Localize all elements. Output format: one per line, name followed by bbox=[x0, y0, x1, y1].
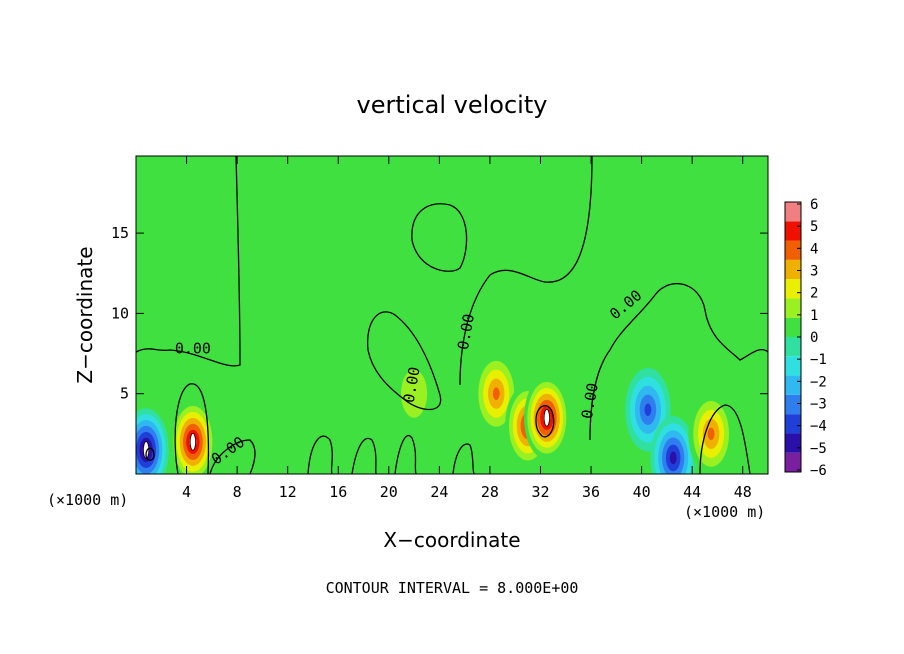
x-tick-label: 48 bbox=[734, 483, 752, 501]
x-tick-label: 44 bbox=[683, 483, 701, 501]
contour-line bbox=[351, 437, 377, 474]
field-feature bbox=[688, 392, 734, 474]
colorbar-segment bbox=[785, 240, 801, 260]
x-tick-label: 36 bbox=[582, 483, 600, 501]
colorbar-segment bbox=[785, 279, 801, 299]
field-level bbox=[410, 387, 418, 400]
colorbar-tick-label: 0 bbox=[810, 330, 818, 346]
colorbar-tick-label: −2 bbox=[810, 374, 827, 390]
colorbar-tick-label: −3 bbox=[810, 397, 827, 413]
x-axis-unit-left: (×1000 m) bbox=[47, 491, 128, 509]
x-tick-label: 40 bbox=[633, 483, 651, 501]
colorbar-tick-label: −6 bbox=[810, 463, 827, 479]
contour-line bbox=[459, 156, 593, 386]
colorbar-tick-label: 6 bbox=[810, 197, 818, 213]
contour-label: 0.00 bbox=[578, 382, 602, 421]
y-tick-label: 5 bbox=[120, 385, 129, 403]
contour-line bbox=[452, 443, 475, 474]
contour-line bbox=[699, 404, 751, 474]
colorbar-segment bbox=[785, 452, 801, 472]
contour-interval-footer: CONTOUR INTERVAL = 8.000E+00 bbox=[326, 579, 579, 597]
field-feature bbox=[650, 416, 696, 474]
x-tick-label: 8 bbox=[233, 483, 242, 501]
colorbar-tick-label: 5 bbox=[810, 219, 818, 235]
field-level bbox=[492, 387, 500, 400]
field-level bbox=[644, 403, 652, 417]
contour-label: 0.00 bbox=[175, 340, 211, 358]
x-axis-label: X−coordinate bbox=[383, 528, 520, 552]
chart-title: vertical velocity bbox=[357, 91, 548, 119]
field-feature bbox=[136, 408, 169, 474]
x-tick-label: 4 bbox=[182, 483, 191, 501]
x-tick-label: 28 bbox=[481, 483, 499, 501]
x-tick-label: 24 bbox=[430, 483, 448, 501]
contour-line bbox=[535, 405, 555, 438]
colorbar-tick-label: 3 bbox=[810, 264, 818, 280]
colorbar: 6 5 4 3 2 1 0 −1 −2 −3 −4 −5 −6 bbox=[784, 197, 827, 479]
x-tick-label: 12 bbox=[279, 483, 297, 501]
contour-line bbox=[589, 282, 768, 441]
field-level bbox=[448, 234, 456, 248]
field-feature bbox=[391, 351, 437, 436]
field-peak bbox=[189, 433, 197, 451]
contour-line bbox=[366, 311, 442, 411]
colorbar-segment bbox=[785, 221, 801, 241]
contour-label: 0.00 bbox=[454, 312, 478, 351]
colorbar-tick-label: 1 bbox=[810, 308, 818, 324]
colorbar-tick-label: −1 bbox=[810, 352, 827, 368]
x-tick-label: 32 bbox=[531, 483, 549, 501]
colorbar-segment bbox=[785, 317, 801, 337]
colorbar-segment bbox=[785, 414, 801, 434]
contour-label: 0.00 bbox=[400, 365, 424, 404]
y-tick-label: 15 bbox=[111, 224, 129, 242]
colorbar-tick-label: −4 bbox=[810, 419, 827, 435]
field-feature bbox=[524, 376, 570, 460]
colorbar-segment bbox=[785, 394, 801, 415]
field-peak bbox=[543, 409, 550, 427]
field-level bbox=[707, 427, 715, 441]
colorbar-tick-label: −5 bbox=[810, 441, 827, 457]
contour-line bbox=[209, 439, 256, 474]
x-tick-label: 16 bbox=[329, 483, 347, 501]
colorbar-segment bbox=[785, 375, 801, 395]
colorbar-segment bbox=[785, 298, 801, 318]
y-axis-label: Z−coordinate bbox=[73, 246, 97, 383]
x-tick-label: 20 bbox=[380, 483, 398, 501]
field-feature bbox=[429, 199, 475, 283]
colorbar-segment bbox=[785, 356, 801, 376]
x-axis-unit-right: (×1000 m) bbox=[684, 503, 765, 521]
colorbar-segment bbox=[785, 202, 801, 222]
contour-line bbox=[307, 435, 333, 474]
colorbar-segment bbox=[785, 337, 801, 357]
contour-line bbox=[394, 435, 417, 474]
plot-frame bbox=[135, 155, 769, 475]
field-feature bbox=[170, 400, 216, 474]
contour-line bbox=[136, 156, 241, 367]
colorbar-segment bbox=[785, 259, 801, 280]
colorbar-tick-label: 4 bbox=[810, 241, 818, 257]
contour-line bbox=[411, 203, 468, 272]
plot-area: 0.000.000.000.000.000.00 bbox=[136, 156, 768, 474]
colorbar-tick-label: 2 bbox=[810, 286, 818, 302]
y-tick-label: 10 bbox=[111, 304, 129, 322]
field-level bbox=[669, 451, 677, 465]
contour-line bbox=[145, 447, 155, 461]
contour-line bbox=[174, 383, 210, 474]
colorbar-segment bbox=[785, 433, 801, 453]
